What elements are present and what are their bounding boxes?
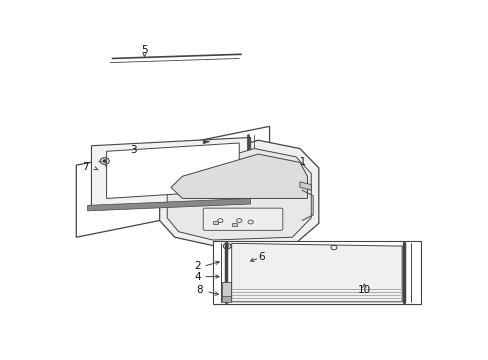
Text: 4: 4 [194,273,201,283]
FancyBboxPatch shape [203,208,282,230]
Text: 2: 2 [194,261,201,271]
Text: 3: 3 [129,145,136,155]
FancyBboxPatch shape [231,223,236,226]
Text: 7: 7 [82,162,89,172]
Text: 5: 5 [141,45,147,55]
Polygon shape [167,149,311,240]
Polygon shape [106,143,239,198]
FancyBboxPatch shape [222,296,230,302]
Polygon shape [203,140,209,144]
FancyBboxPatch shape [212,221,217,224]
Text: 9: 9 [260,175,266,185]
Polygon shape [159,140,318,246]
Circle shape [103,160,106,162]
Polygon shape [87,198,250,211]
Text: 10: 10 [357,285,370,296]
Text: 6: 6 [258,252,265,262]
Polygon shape [171,154,307,198]
Polygon shape [76,126,269,237]
Text: — 1: — 1 [285,157,305,167]
FancyBboxPatch shape [222,282,230,297]
Polygon shape [231,243,401,302]
FancyBboxPatch shape [212,242,420,304]
Text: 8: 8 [196,285,203,296]
Circle shape [225,245,228,247]
Polygon shape [299,182,311,190]
Polygon shape [91,138,250,207]
